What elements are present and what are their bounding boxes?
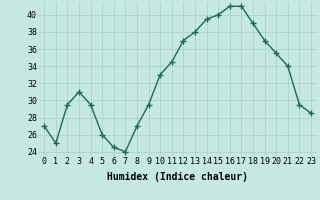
X-axis label: Humidex (Indice chaleur): Humidex (Indice chaleur) xyxy=(107,172,248,182)
